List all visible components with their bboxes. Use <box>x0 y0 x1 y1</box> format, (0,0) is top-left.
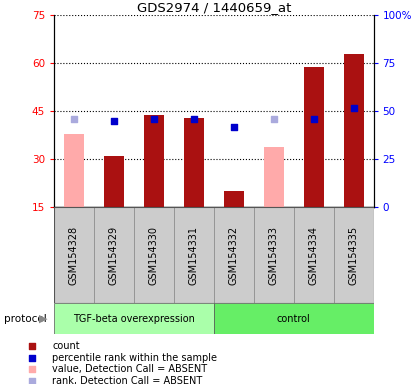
Point <box>230 124 237 130</box>
Text: GSM154328: GSM154328 <box>69 226 79 285</box>
Point <box>29 343 36 349</box>
Bar <box>174 207 214 303</box>
Text: value, Detection Call = ABSENT: value, Detection Call = ABSENT <box>52 364 207 374</box>
Bar <box>224 191 244 207</box>
Text: GSM154332: GSM154332 <box>229 226 239 285</box>
Text: TGF-beta overexpression: TGF-beta overexpression <box>73 314 195 324</box>
Text: rank, Detection Call = ABSENT: rank, Detection Call = ABSENT <box>52 376 203 384</box>
Point <box>190 116 197 122</box>
Text: control: control <box>277 314 310 324</box>
Text: protocol: protocol <box>4 314 47 324</box>
Bar <box>54 207 94 303</box>
Text: GSM154333: GSM154333 <box>269 226 278 285</box>
Point <box>29 378 36 384</box>
Bar <box>334 207 374 303</box>
Text: percentile rank within the sample: percentile rank within the sample <box>52 353 217 363</box>
Bar <box>304 66 324 207</box>
Bar <box>294 207 334 303</box>
Bar <box>144 114 164 207</box>
Text: count: count <box>52 341 80 351</box>
Text: GSM154334: GSM154334 <box>309 226 319 285</box>
Bar <box>134 207 174 303</box>
Text: ▶: ▶ <box>39 314 48 324</box>
Bar <box>264 147 283 207</box>
Text: GSM154329: GSM154329 <box>109 226 119 285</box>
Point <box>151 116 157 122</box>
Bar <box>214 207 254 303</box>
Bar <box>214 303 374 334</box>
Title: GDS2974 / 1440659_at: GDS2974 / 1440659_at <box>137 1 291 14</box>
Bar <box>54 303 214 334</box>
Bar <box>344 54 364 207</box>
Bar <box>94 207 134 303</box>
Bar <box>64 134 84 207</box>
Point <box>270 116 277 122</box>
Text: GSM154331: GSM154331 <box>189 226 199 285</box>
Text: GSM154330: GSM154330 <box>149 226 159 285</box>
Point <box>29 366 36 372</box>
Bar <box>254 207 294 303</box>
Bar <box>104 156 124 207</box>
Point <box>310 116 317 122</box>
Bar <box>184 118 204 207</box>
Point <box>350 104 357 111</box>
Point <box>110 118 117 124</box>
Point <box>71 116 77 122</box>
Text: GSM154335: GSM154335 <box>349 226 359 285</box>
Point <box>29 355 36 361</box>
